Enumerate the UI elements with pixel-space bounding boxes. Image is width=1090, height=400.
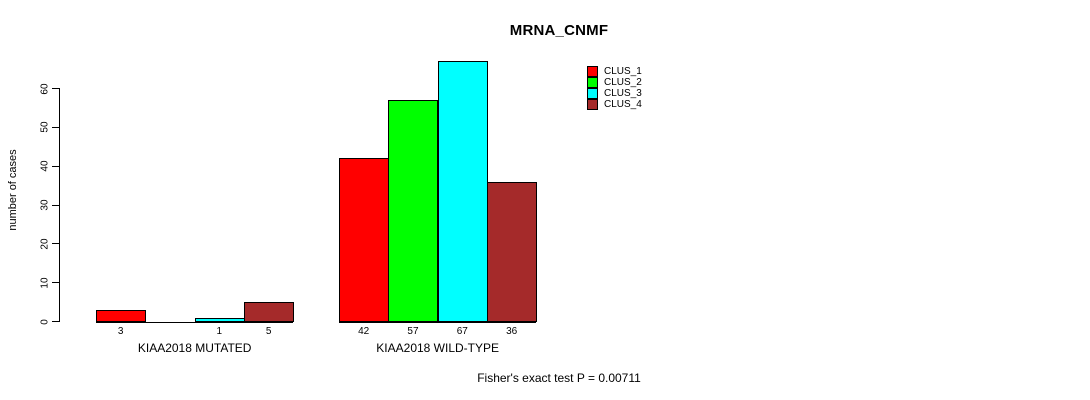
y-axis-line [59, 88, 60, 322]
bar-value-label: 3 [117, 326, 124, 337]
fisher-test-annotation: Fisher's exact test P = 0.00711 [477, 371, 641, 385]
legend-label: CLUS_1 [604, 66, 642, 77]
bar-clus_4-mutated [243, 302, 294, 323]
y-axis-tick [52, 282, 59, 284]
bar-clus_3-wild-type [437, 61, 488, 323]
legend-swatch-icon [587, 77, 598, 88]
y-axis-tick-label: 50 [39, 121, 51, 133]
bar-clus_1-mutated [96, 309, 147, 323]
legend-item-clus_3: CLUS_3 [587, 88, 642, 99]
bar-value-label: 67 [456, 326, 468, 337]
bar-clus_4-wild-type [486, 181, 537, 323]
bar-clus_2-wild-type [388, 100, 439, 323]
y-axis-tick [52, 204, 59, 206]
legend-swatch-icon [587, 66, 598, 77]
y-axis-tick [52, 88, 59, 89]
y-axis-tick-label: 20 [39, 238, 51, 250]
bar-value-label: 36 [506, 326, 518, 337]
y-axis-tick [52, 165, 59, 167]
bar-clus_3-mutated [194, 317, 245, 323]
y-axis-label: number of cases [7, 149, 19, 231]
y-axis-tick [52, 126, 59, 128]
bar-value-label: 5 [265, 326, 272, 337]
legend-label: CLUS_3 [604, 88, 642, 99]
bar-clus_1-wild-type [339, 158, 390, 323]
bar-value-label: 42 [358, 326, 370, 337]
group-label: KIAA2018 MUTATED [137, 341, 252, 355]
y-axis-tick [52, 321, 59, 322]
y-axis-tick-label: 0 [39, 318, 51, 325]
legend-item-clus_1: CLUS_1 [587, 66, 642, 77]
legend-item-clus_2: CLUS_2 [587, 77, 642, 88]
group-label: KIAA2018 WILD-TYPE [376, 341, 500, 355]
bar-value-label: 57 [407, 326, 419, 337]
legend-label: CLUS_4 [604, 99, 642, 110]
legend-swatch-icon [587, 99, 598, 110]
y-axis-tick-label: 30 [39, 199, 51, 211]
legend-swatch-icon [587, 88, 598, 99]
bar-value-label: 1 [216, 326, 223, 337]
y-axis-tick [52, 243, 59, 245]
legend-item-clus_4: CLUS_4 [587, 99, 642, 110]
y-axis-tick-label: 60 [39, 82, 51, 95]
legend-label: CLUS_2 [604, 77, 642, 88]
chart-title: MRNA_CNMF [509, 22, 609, 39]
y-axis-tick-label: 10 [39, 277, 51, 289]
y-axis-tick-label: 40 [39, 160, 51, 172]
